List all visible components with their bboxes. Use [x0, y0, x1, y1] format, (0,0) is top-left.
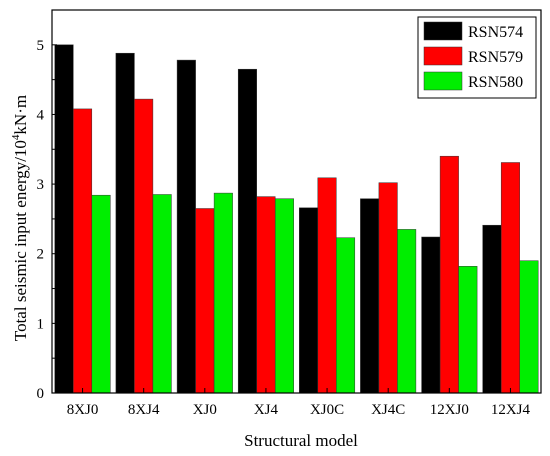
x-tick-label: XJ4C [371, 402, 405, 418]
x-tick-label: 8XJ0 [67, 402, 99, 418]
bar-RSN580-8XJ0 [91, 194, 111, 394]
bar-RSN580-12XJ0 [458, 266, 478, 394]
bar-RSN579-XJ0 [195, 208, 215, 394]
bar-RSN574-12XJ4 [482, 224, 502, 394]
legend-label-RSN574: RSN574 [468, 24, 523, 41]
x-tick-label: XJ0C [310, 402, 344, 418]
x-tick-label: XJ0 [193, 402, 217, 418]
plot-frame [51, 9, 542, 394]
bar-RSN580-XJ4C [397, 229, 417, 394]
x-tick-labels: 8XJ0 8XJ4 XJ0 XJ4 XJ0C XJ4C 12XJ0 12XJ4 [67, 402, 531, 418]
y-tick-label: 0 [37, 386, 45, 402]
y-axis-title-main: Total seismic input energy/10 [11, 140, 30, 341]
x-tick-label: 12XJ4 [491, 402, 531, 418]
y-tick-label: 2 [37, 247, 45, 263]
bar-RSN579-XJ4C [378, 182, 398, 394]
y-tick-label: 3 [37, 177, 45, 193]
bar-RSN574-XJ0 [176, 59, 196, 394]
bar-RSN580-XJ0 [213, 192, 233, 394]
bar-RSN579-12XJ4 [500, 162, 520, 394]
bar-RSN574-8XJ0 [54, 44, 74, 394]
legend-swatch-RSN580 [423, 71, 463, 91]
y-axis-title-superscript: 4 [10, 134, 22, 140]
bar-RSN580-XJ0C [336, 237, 356, 394]
bar-RSN574-XJ4C [360, 198, 380, 394]
y-tick-label: 1 [37, 316, 45, 332]
y-tick-label: 5 [37, 38, 45, 54]
bar-RSN579-8XJ4 [134, 98, 154, 394]
bar-RSN574-12XJ0 [421, 236, 441, 394]
bar-RSN574-XJ4 [237, 68, 257, 394]
x-axis-title: Structural model [244, 431, 358, 450]
legend-label-RSN579: RSN579 [468, 49, 523, 66]
bar-RSN579-8XJ0 [73, 108, 93, 394]
legend-swatch-RSN579 [423, 46, 463, 66]
legend-swatch-RSN574 [423, 21, 463, 41]
bar-RSN580-12XJ4 [519, 260, 539, 394]
legend-label-RSN580: RSN580 [468, 74, 523, 91]
axes-layer [51, 9, 542, 394]
bar-RSN574-XJ0C [299, 207, 319, 394]
y-axis-title: Total seismic input energy/104kN·m [10, 95, 30, 341]
bar-RSN579-XJ4 [256, 196, 276, 394]
bar-RSN580-XJ4 [274, 198, 294, 394]
x-tick-label: XJ4 [254, 402, 279, 418]
y-axis-title-unit: kN·m [11, 95, 30, 135]
legend: RSN574 RSN579 RSN580 [417, 16, 537, 99]
bar-RSN574-8XJ4 [115, 52, 135, 394]
y-tick-labels: 0 1 2 3 4 5 [37, 38, 45, 402]
bar-RSN579-12XJ0 [439, 155, 459, 394]
bar-RSN580-8XJ4 [152, 194, 172, 394]
x-tick-label: 12XJ0 [430, 402, 469, 418]
bars-layer [54, 44, 539, 394]
x-tick-label: 8XJ4 [128, 402, 160, 418]
y-tick-label: 4 [37, 107, 45, 123]
bar-RSN579-XJ0C [317, 177, 337, 394]
